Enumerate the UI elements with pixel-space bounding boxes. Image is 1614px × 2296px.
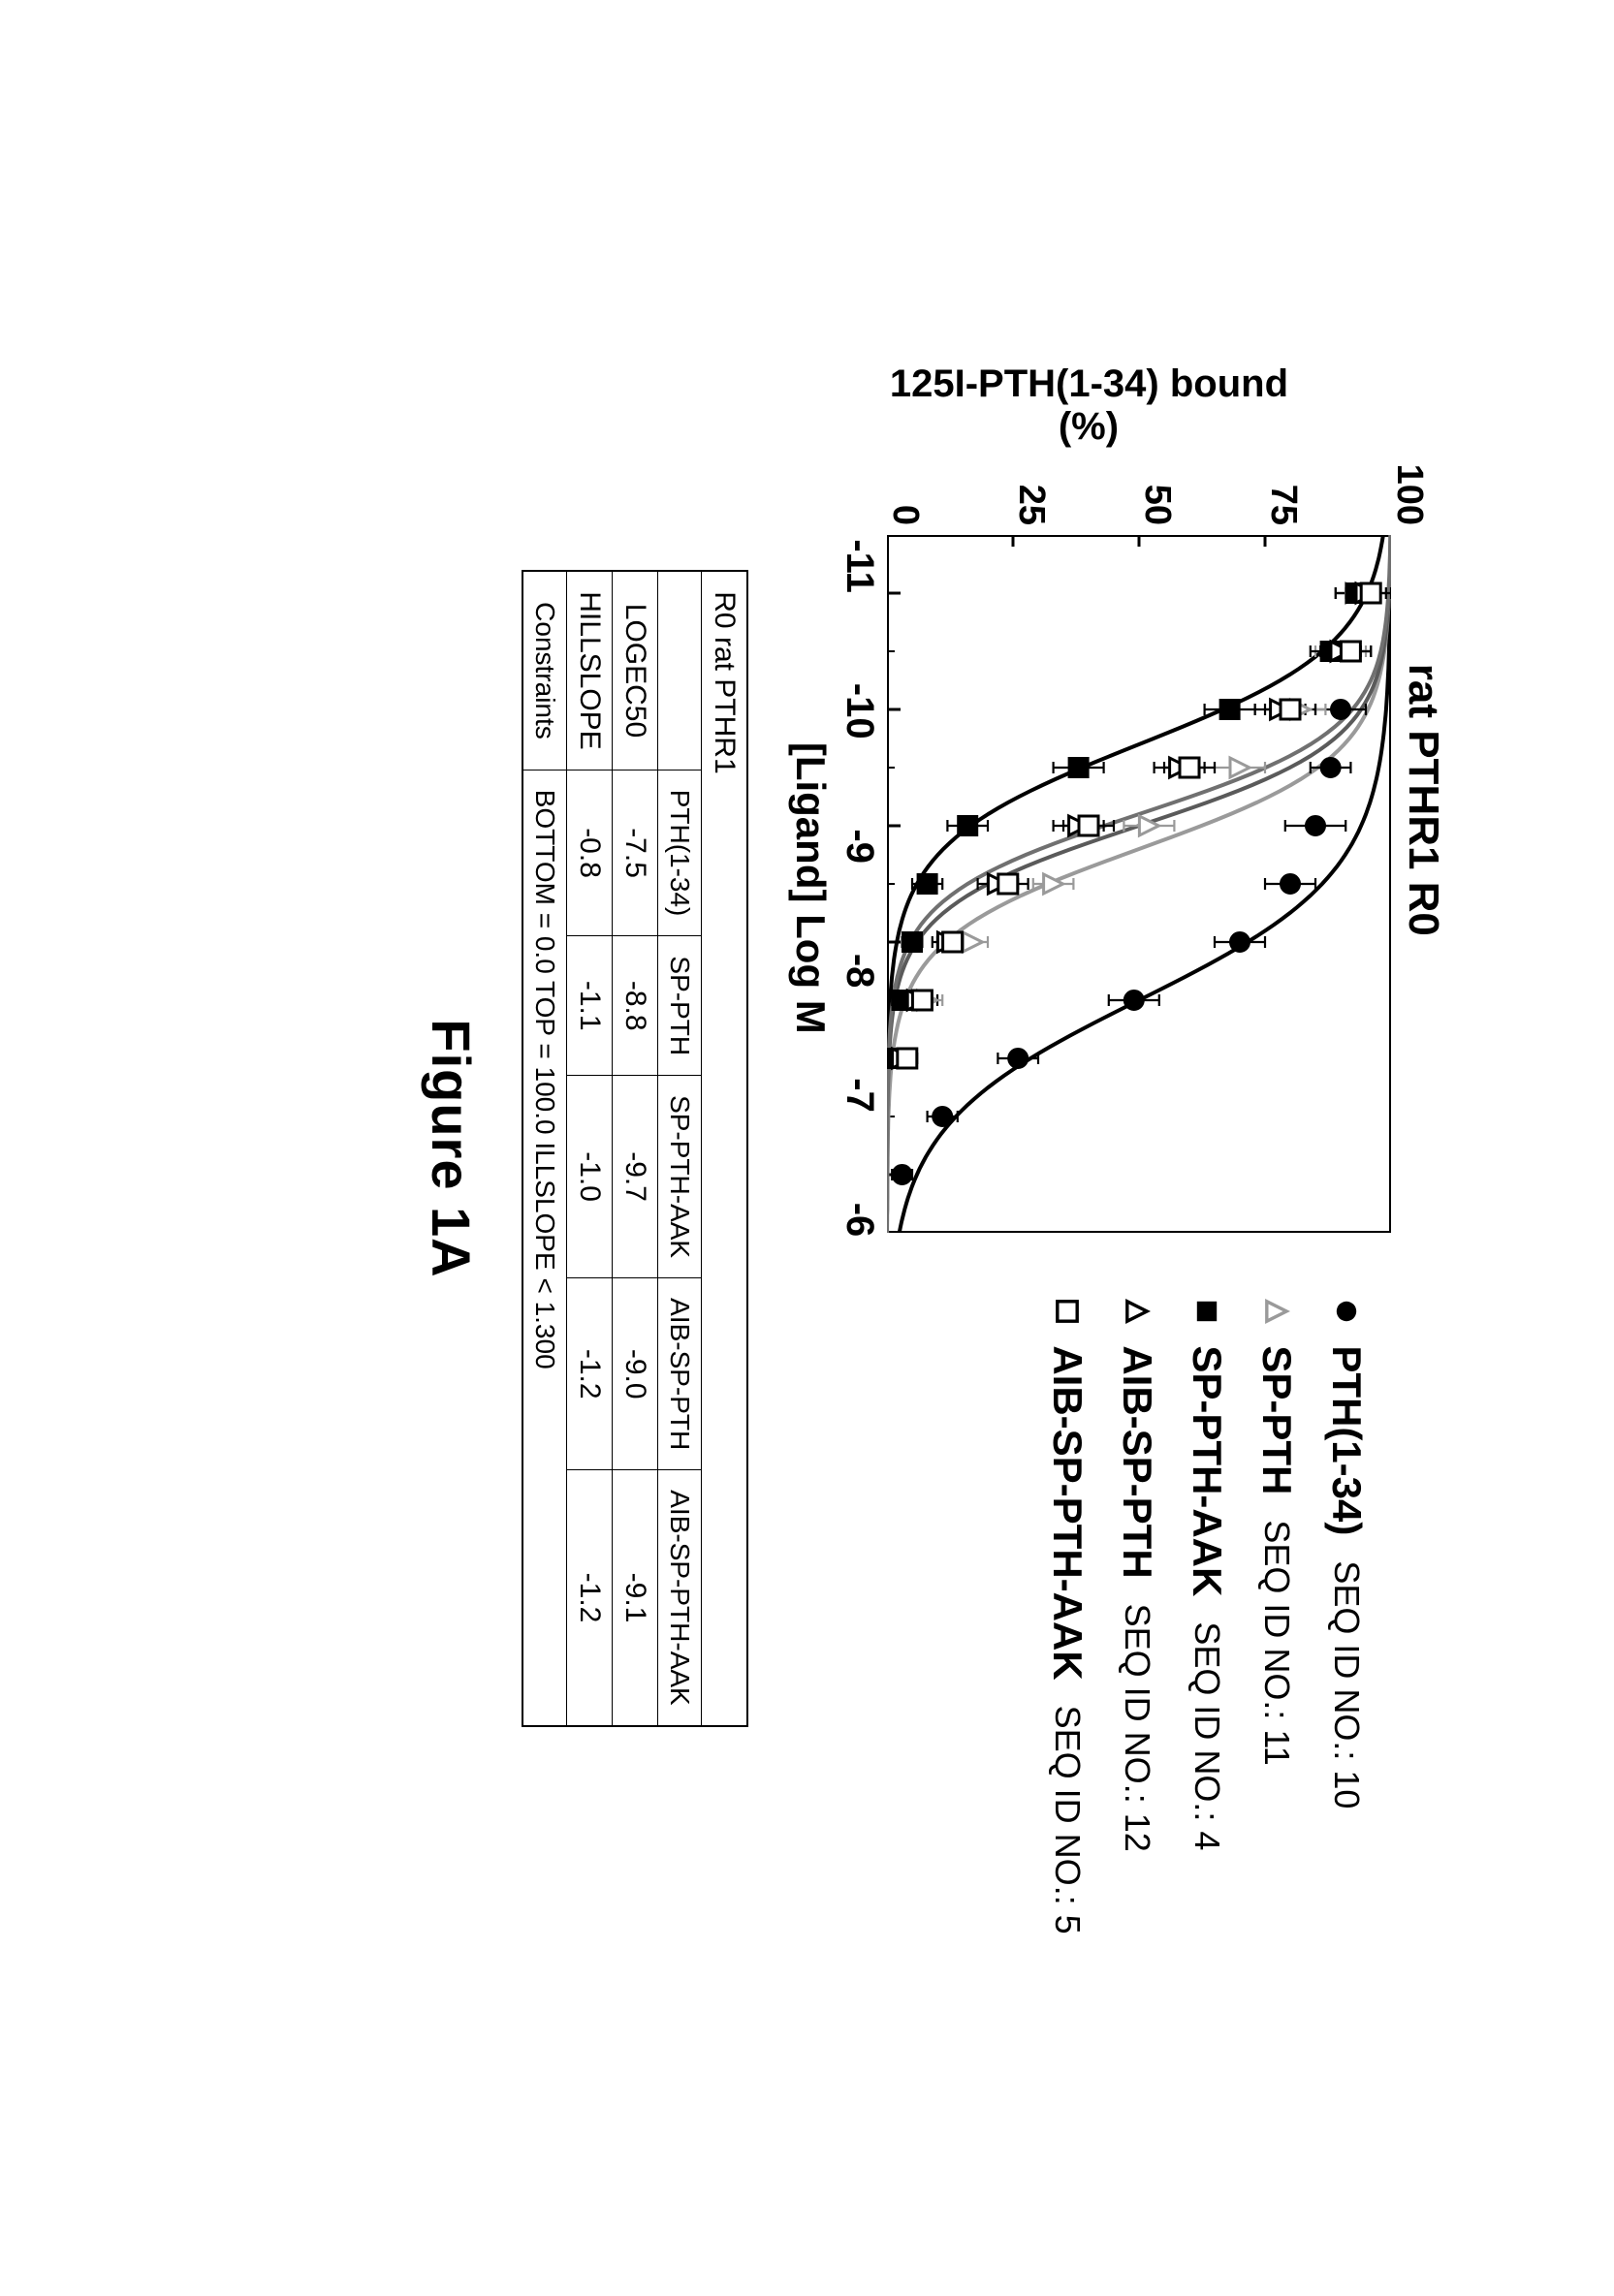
x-tick: -8	[838, 953, 881, 988]
binding-curve-plot	[887, 535, 1391, 1233]
legend-item-aibsppth: AIB-SP-PTH SEQ ID NO.: 12	[1114, 1295, 1160, 1934]
legend-item-pth134: PTH(1-34) SEQ ID NO.: 10	[1323, 1295, 1370, 1934]
chart-frame: 125I-PTH(1-34) bound (%) 1007550250 -11-…	[787, 362, 1391, 1237]
x-tick: -9	[838, 829, 881, 864]
table-col-header: SP-PTH-AAK	[657, 1075, 701, 1277]
legend-marker-icon	[1051, 1295, 1084, 1328]
legend-item-aibsppthaak: AIB-SP-PTH-AAK SEQ ID NO.: 5	[1044, 1295, 1091, 1934]
legend-item-sppth: SP-PTH SEQ ID NO.: 11	[1253, 1295, 1300, 1934]
x-tick-labels: -11 -10 -9 -8 -7 -6	[838, 539, 881, 1237]
figure-label: Figure 1A	[420, 1019, 483, 1277]
x-tick: -7	[838, 1078, 881, 1113]
table-cell: -1.2	[566, 1469, 612, 1725]
table-cell: -1.1	[566, 935, 612, 1075]
y-axis-label-line1: 125I-PTH(1-34) bound	[889, 362, 1287, 405]
rotated-figure-wrap: rat PTHR1 R0 125I-PTH(1-34) bound (%) 10…	[129, 131, 1486, 2166]
legend-item-sppthaak: SP-PTH-AAK SEQ ID NO.: 4	[1184, 1295, 1230, 1934]
legend-marker-icon	[1330, 1295, 1363, 1328]
table-cell: -9.0	[612, 1277, 657, 1469]
x-tick: -6	[838, 1202, 881, 1237]
y-axis-label-group: 125I-PTH(1-34) bound (%)	[889, 362, 1287, 448]
chart-and-legend-row: rat PTHR1 R0 125I-PTH(1-34) bound (%) 10…	[787, 170, 1447, 2127]
table-cell: -9.1	[612, 1469, 657, 1725]
plot-row: 1007550250	[887, 463, 1391, 1232]
legend-seq-id: SEQ ID NO.: 11	[1256, 1520, 1297, 1765]
table-cell: -1.2	[566, 1277, 612, 1469]
table-col-header: SP-PTH	[657, 935, 701, 1075]
legend-marker-icon	[1260, 1295, 1293, 1328]
legend-label: AIB-SP-PTH	[1114, 1345, 1160, 1578]
constraints-text: BOTTOM = 0.0 TOP = 100.0 ILLSLOPE < 1.30…	[522, 770, 567, 1726]
figure-content: rat PTHR1 R0 125I-PTH(1-34) bound (%) 10…	[129, 131, 1486, 2166]
y-axis-label: 125I-PTH(1-34) bound (%)	[889, 362, 1287, 448]
table-cell: -0.8	[566, 770, 612, 936]
parameters-table: R0 rat PTHR1PTH(1-34)SP-PTHSP-PTH-AAKAIB…	[522, 570, 748, 1726]
x-axis-label: [Ligand] Log M	[787, 741, 834, 1033]
legend-seq-id: SEQ ID NO.: 12	[1117, 1603, 1157, 1851]
table-cell: -8.8	[612, 935, 657, 1075]
legend-label: AIB-SP-PTH-AAK	[1044, 1345, 1091, 1680]
legend-label: PTH(1-34)	[1323, 1345, 1370, 1535]
constraints-label: Constraints	[522, 571, 567, 770]
table-corner	[657, 571, 701, 770]
legend-seq-id: SEQ ID NO.: 10	[1326, 1560, 1367, 1808]
legend-label: SP-PTH	[1253, 1345, 1300, 1494]
table-row-label: HILLSLOPE	[566, 571, 612, 770]
legend-marker-icon	[1121, 1295, 1154, 1328]
table-col-header: PTH(1-34)	[657, 770, 701, 936]
y-axis-label-line2: (%)	[1059, 405, 1119, 448]
legend-label: SP-PTH-AAK	[1184, 1345, 1230, 1596]
x-tick: -10	[838, 682, 881, 739]
plot-column: 1007550250 -11 -10 -9 -8 -7 -6 [Ligand] Log M	[787, 459, 1391, 1237]
table-title: R0 rat PTHR1	[701, 571, 747, 1725]
legend-marker-icon	[1190, 1295, 1223, 1328]
table-cell: -1.0	[566, 1075, 612, 1277]
legend: PTH(1-34) SEQ ID NO.: 10 SP-PTH SEQ ID NO.:…	[1044, 1295, 1370, 1934]
table-col-header: AIB-SP-PTH	[657, 1277, 701, 1469]
y-tick-labels: 1007550250	[887, 463, 1391, 524]
table-cell: -9.7	[612, 1075, 657, 1277]
legend-seq-id: SEQ ID NO.: 4	[1187, 1621, 1227, 1850]
table-col-header: AIB-SP-PTH-AAK	[657, 1469, 701, 1725]
chart-title: rat PTHR1 R0	[1399, 663, 1447, 935]
x-tick: -11	[838, 539, 881, 593]
chart-block: rat PTHR1 R0 125I-PTH(1-34) bound (%) 10…	[787, 362, 1447, 1237]
table-cell: -7.5	[612, 770, 657, 936]
table-row-label: LOGEC50	[612, 571, 657, 770]
legend-seq-id: SEQ ID NO.: 5	[1047, 1705, 1088, 1934]
